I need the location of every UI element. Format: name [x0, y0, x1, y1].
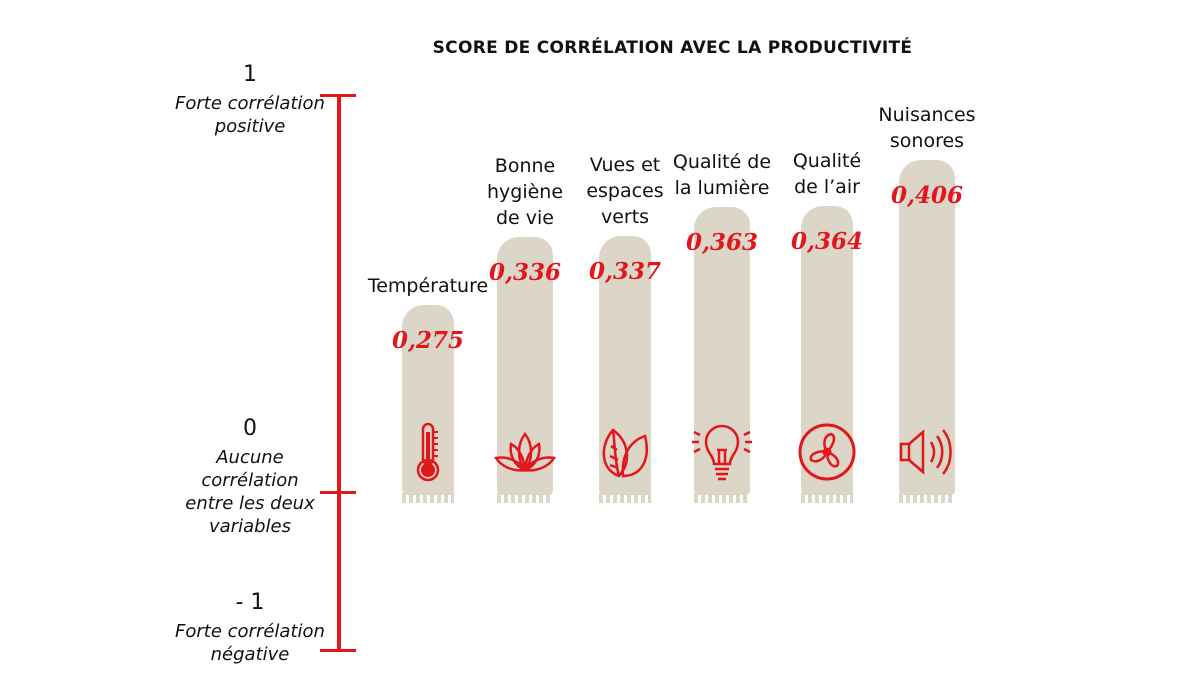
fan-icon: [795, 420, 859, 484]
value-label: 0,406: [890, 181, 964, 209]
lightbulb-icon: [690, 420, 754, 484]
bar: [899, 159, 955, 504]
bar: [801, 206, 853, 503]
value-label: 0,275: [391, 326, 465, 354]
axis-label-0: 0: [243, 416, 257, 441]
leaf-icon: [593, 420, 657, 484]
axis-desc-1: Forte corrélation positive: [175, 93, 325, 137]
bar: [599, 235, 651, 504]
axis-tick-bottom: [320, 649, 356, 652]
category-label: Qualité de l’air: [792, 150, 862, 199]
category-label: Température: [367, 274, 489, 297]
axis-tick-zero: [320, 491, 356, 494]
correlation-axis: [337, 95, 341, 651]
axis-desc-0: Aucune corrélation entre les deux variables: [185, 447, 315, 537]
axis-label-1: 1: [243, 62, 257, 87]
axis-label-minus-1: - 1: [235, 590, 265, 615]
bar: [497, 237, 553, 503]
axis-desc-minus-1: Forte corrélation négative: [175, 621, 325, 665]
category-label: Vues et espaces verts: [586, 153, 664, 228]
chart-title: SCORE DE CORRÉLATION AVEC LA PRODUCTIVIT…: [432, 38, 913, 58]
bar: [694, 207, 750, 503]
value-label: 0,337: [588, 257, 662, 285]
bar: [402, 304, 454, 504]
speaker-icon: [895, 420, 959, 484]
category-label: Bonne hygiène de vie: [486, 155, 564, 230]
value-label: 0,363: [685, 229, 759, 257]
lotus-icon: [493, 420, 557, 484]
value-label: 0,336: [488, 259, 562, 287]
axis-tick-top: [320, 94, 356, 97]
value-label: 0,364: [790, 228, 864, 256]
category-label: Nuisances sonores: [878, 103, 976, 152]
category-label: Qualité de la lumière: [672, 151, 772, 200]
thermometer-icon: [396, 420, 460, 484]
